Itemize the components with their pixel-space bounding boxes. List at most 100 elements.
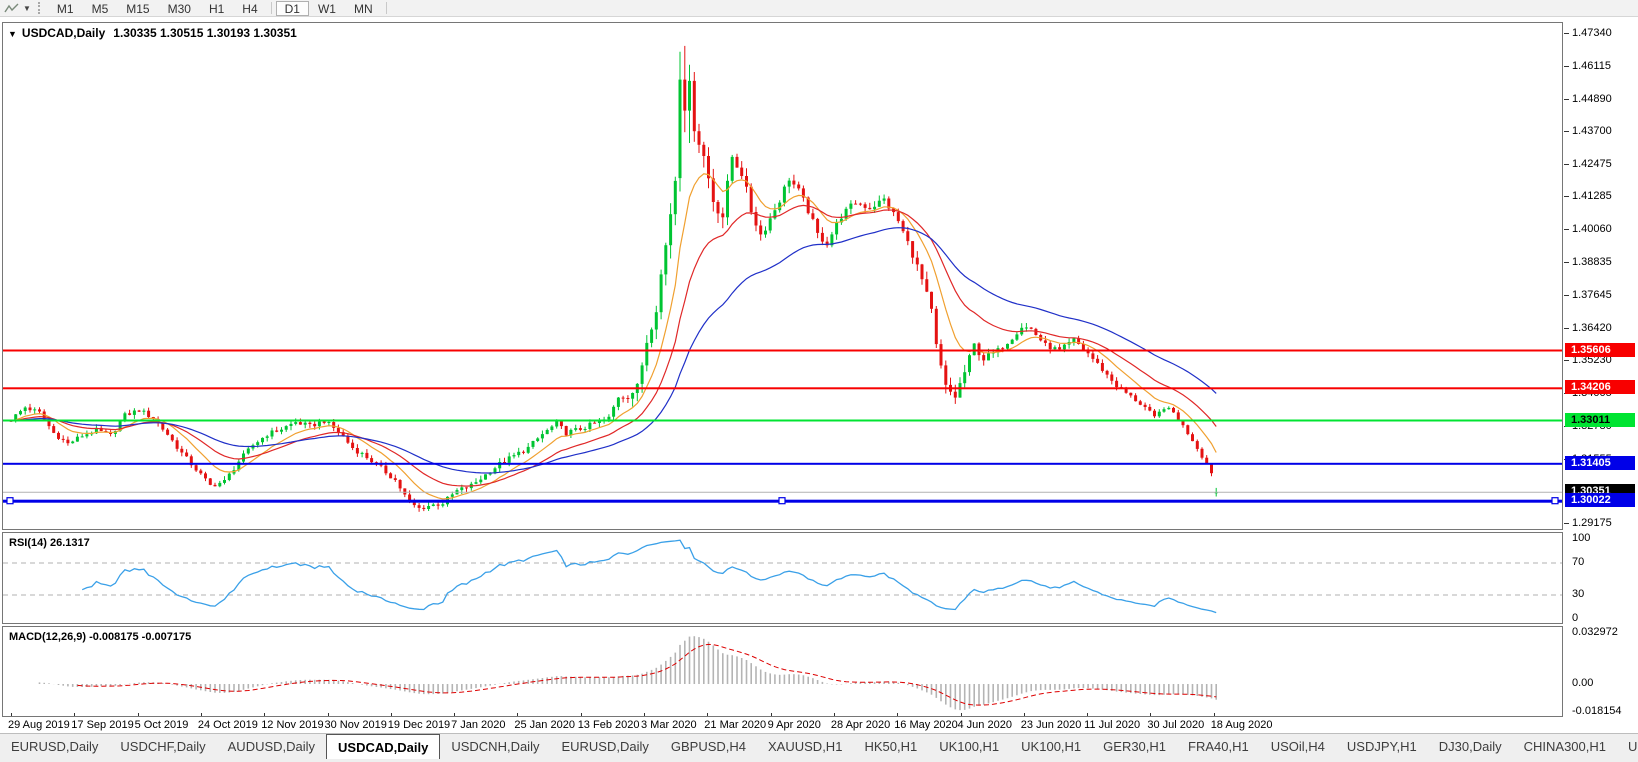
bottom-tab-EURUSD-Daily-5[interactable]: EURUSD,Daily (561, 739, 649, 754)
price-axis[interactable]: 1.47340 1.46115 1.44890 1.43700 1.42475 1.412… (1563, 0, 1638, 762)
axis-tick-mark (1564, 33, 1569, 34)
date-label: 28 Apr 2020 (830, 719, 891, 731)
chart-title: ▼ USDCAD,Daily 1.30335 1.30515 1.30193 1.3… (8, 26, 297, 40)
bottom-tab-USDCAD-Daily-3[interactable]: USDCAD,Daily (326, 734, 441, 759)
date-tick-mark (11, 713, 12, 716)
date-axis[interactable]: 29 Aug 2019 17 Sep 2019 5 Oct 2019 24 Oct 2… (2, 713, 1563, 731)
main-chart-panel[interactable] (2, 22, 1563, 530)
date-tick-mark (517, 713, 519, 716)
horizontal-line-1.35606 (3, 349, 1562, 352)
macd-tick-label: -0.018154 (1572, 705, 1622, 718)
horizontal-line-1.33011 (3, 419, 1562, 422)
axis-tick-mark (1564, 327, 1569, 329)
bottom-tab-HK50-H1-8[interactable]: HK50,H1 (864, 739, 918, 754)
ma-10 (10, 173, 1217, 500)
macd-panel[interactable] (2, 626, 1563, 717)
hline-price-badge: 1.35606 (1565, 342, 1635, 357)
timeframe-button-W1[interactable]: W1 (317, 1, 336, 16)
macd-label: MACD(12,26,9) -0.008175 -0.007175 (9, 631, 192, 643)
rsi-tick-label: 100 (1572, 532, 1591, 544)
date-tick-mark (960, 713, 962, 716)
timeframe-button-M1[interactable]: M1 (56, 1, 74, 16)
bottom-tab-USDCHF-Daily-1[interactable]: USDCHF,Daily (120, 739, 206, 754)
bottom-tab-CHINA300-H1-16[interactable]: CHINA300,H1 (1523, 739, 1606, 754)
bottom-tab-USDCNH-Daily-4[interactable]: USDCNH,Daily (451, 739, 540, 754)
collapse-chart-icon[interactable]: ▼ (8, 29, 17, 39)
date-tick-mark (1150, 713, 1152, 716)
date-tick-mark (580, 713, 582, 716)
candles-and-lines (3, 23, 1562, 529)
date-label: 9 Apr 2020 (767, 719, 821, 731)
axis-tick-mark (1564, 131, 1569, 133)
ma-45 (10, 227, 1217, 474)
price-tick-label: 1.47340 (1572, 27, 1612, 39)
horizontal-line-1.31405 (3, 462, 1562, 465)
timeframe-button-M5[interactable]: M5 (91, 1, 109, 16)
rsi-curve (3, 533, 1562, 623)
bottom-tab-XAUUSD-H1-7[interactable]: XAUUSD,H1 (768, 739, 843, 754)
timeframe-button-D1[interactable]: D1 (275, 0, 309, 16)
timeframe-button-M15[interactable]: M15 (126, 1, 150, 16)
price-tick-label: 1.46115 (1572, 60, 1611, 73)
date-label: 30 Jul 2020 (1147, 719, 1205, 731)
timeframe-button-MN[interactable]: MN (353, 1, 373, 16)
toolbar-grip[interactable] (37, 2, 41, 14)
bottom-tab-UK100-H1-10[interactable]: UK100,H1 (1021, 739, 1082, 754)
price-tick-label: 1.43700 (1572, 125, 1612, 138)
timeframe-button-H4[interactable]: H4 (242, 1, 258, 16)
price-tick-label: 1.38835 (1572, 256, 1612, 269)
date-label: 21 Mar 2020 (704, 719, 767, 731)
date-label: 12 Nov 2019 (261, 719, 324, 731)
dropdown-arrow-icon[interactable]: ▼ (23, 3, 31, 13)
date-tick-mark (390, 713, 392, 716)
bottom-tab-GBPUSD-H4-6[interactable]: GBPUSD,H4 (670, 739, 747, 754)
chart-ohlc-values: 1.30335 1.30515 1.30193 1.30351 (113, 26, 297, 40)
date-label: 19 Dec 2019 (387, 719, 451, 731)
date-tick-mark (1087, 713, 1089, 716)
bottom-tab-GER30-H1-11[interactable]: GER30,H1 (1103, 739, 1167, 754)
date-tick-mark (264, 713, 266, 716)
date-tick-mark (707, 713, 709, 716)
date-tick-mark (833, 713, 835, 716)
horizontal-line-1.30022 (3, 497, 1562, 505)
line-handle (778, 497, 786, 505)
polyline-tool-icon[interactable] (4, 2, 20, 15)
line-handle (1551, 497, 1559, 505)
bottom-tab-USDJPY-H1-14[interactable]: USDJPY,H1 (1346, 739, 1417, 754)
bottom-tab-EURUSD-Daily-0[interactable]: EURUSD,Daily (11, 739, 99, 754)
rsi-panel[interactable] (2, 532, 1563, 624)
bottom-tab-AUDUSD-Daily-2[interactable]: AUDUSD,Daily (227, 739, 316, 754)
hline-price-badge: 1.34206 (1565, 380, 1635, 395)
axis-tick-mark (1564, 229, 1569, 231)
macd-tick-label: 0.032972 (1572, 625, 1618, 638)
date-label: 4 Jun 2020 (957, 719, 1012, 731)
ma-22 (10, 204, 1217, 487)
axis-tick-mark (1564, 294, 1569, 296)
chart-tab-bar: EURUSD,Daily USDCHF,Daily AUDUSD,Daily USDC… (0, 733, 1638, 762)
rsi-tick-label: 30 (1572, 588, 1585, 600)
bottom-tab-USOil-H4-13[interactable]: USOil,H4 (1270, 739, 1325, 754)
bottom-tab-FRA40-H1-12[interactable]: FRA40,H1 (1188, 739, 1249, 754)
hline-price-badge: 1.30022 (1565, 493, 1635, 508)
date-label: 17 Sep 2019 (71, 719, 134, 731)
date-label: 3 Mar 2020 (641, 719, 697, 731)
axis-tick-mark (1564, 359, 1569, 361)
date-tick-mark (1023, 713, 1025, 716)
date-label: 7 Jan 2020 (451, 719, 506, 731)
date-label: 16 May 2020 (894, 719, 958, 731)
rsi-tick-label: 70 (1572, 556, 1585, 568)
candlesticks (9, 45, 1218, 512)
date-label: 5 Oct 2019 (134, 719, 189, 731)
chart-symbol-period: USDCAD,Daily (21, 26, 106, 40)
hline-price-badge: 1.33011 (1565, 412, 1635, 427)
bottom-tab-USOil-H1-17[interactable]: USOil,H1 (1628, 739, 1638, 754)
timeframe-button-H1[interactable]: H1 (208, 1, 225, 16)
bottom-tab-UK100-H1-9[interactable]: UK100,H1 (939, 739, 1000, 754)
date-tick-mark (137, 713, 139, 716)
horizontal-line-1.34206 (3, 387, 1562, 390)
toolbar-separator (385, 2, 387, 14)
timeframe-button-M30[interactable]: M30 (167, 1, 191, 16)
date-label: 23 Jun 2020 (1020, 719, 1082, 731)
date-tick-mark (644, 713, 645, 716)
bottom-tab-DJ30-Daily-15[interactable]: DJ30,Daily (1438, 739, 1502, 754)
